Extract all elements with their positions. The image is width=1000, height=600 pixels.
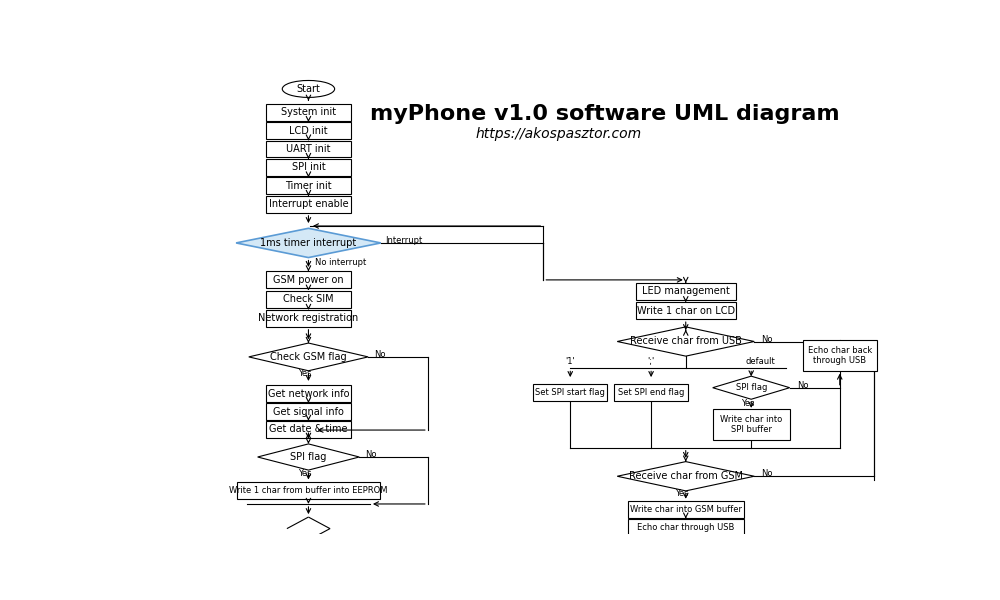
Polygon shape — [617, 327, 754, 356]
Bar — [266, 310, 351, 327]
Text: default: default — [746, 357, 775, 366]
Polygon shape — [617, 461, 754, 491]
Text: No interrupt: No interrupt — [315, 257, 366, 266]
Text: https://akospasztor.com: https://akospasztor.com — [476, 127, 642, 140]
Bar — [266, 385, 351, 403]
Text: LCD init: LCD init — [289, 125, 328, 136]
Text: Network registration: Network registration — [258, 313, 359, 323]
Text: SPI flag: SPI flag — [736, 383, 767, 392]
Text: Interrupt enable: Interrupt enable — [269, 199, 348, 209]
Bar — [628, 518, 744, 536]
Bar — [713, 409, 790, 440]
Text: Write char into
SPI buffer: Write char into SPI buffer — [720, 415, 782, 434]
Text: Get signal info: Get signal info — [273, 407, 344, 416]
Text: System init: System init — [281, 107, 336, 117]
Text: Get network info: Get network info — [268, 389, 349, 399]
Polygon shape — [249, 343, 368, 371]
Bar — [266, 290, 351, 308]
Text: No: No — [761, 335, 773, 344]
Text: Echo char back
through USB: Echo char back through USB — [808, 346, 872, 365]
Bar — [636, 283, 736, 300]
Text: Timer init: Timer init — [285, 181, 332, 191]
Text: UART init: UART init — [286, 144, 331, 154]
Bar — [266, 140, 351, 157]
Text: Set SPI end flag: Set SPI end flag — [618, 388, 684, 397]
Text: No: No — [365, 450, 377, 459]
Bar — [266, 403, 351, 420]
Bar — [628, 501, 744, 518]
Text: Write 1 char on LCD: Write 1 char on LCD — [637, 306, 735, 316]
Text: Get date & time: Get date & time — [269, 424, 348, 434]
Text: Check GSM flag: Check GSM flag — [270, 352, 347, 362]
Text: Receive char from GSM: Receive char from GSM — [629, 471, 743, 481]
Bar — [237, 482, 380, 499]
Bar — [266, 196, 351, 213]
Polygon shape — [258, 444, 359, 470]
Text: Receive char from USB: Receive char from USB — [630, 337, 742, 346]
Bar — [614, 384, 688, 401]
Text: Echo char through USB: Echo char through USB — [637, 523, 734, 532]
Text: Yes: Yes — [741, 400, 754, 409]
Text: Yes: Yes — [298, 469, 311, 478]
Text: Start: Start — [297, 84, 320, 94]
Bar — [266, 421, 351, 438]
Ellipse shape — [282, 80, 335, 97]
Bar — [266, 159, 351, 176]
Text: SPI init: SPI init — [292, 163, 325, 172]
Bar — [636, 302, 736, 319]
Polygon shape — [236, 229, 381, 257]
Text: myPhone v1.0 software UML diagram: myPhone v1.0 software UML diagram — [370, 104, 840, 124]
Text: Write char into GSM buffer: Write char into GSM buffer — [630, 505, 742, 514]
Text: No: No — [797, 381, 809, 390]
Text: GSM power on: GSM power on — [273, 275, 344, 285]
Text: ';': ';' — [647, 357, 655, 366]
Text: No: No — [374, 350, 385, 359]
Bar — [266, 178, 351, 194]
Text: Set SPI start flag: Set SPI start flag — [535, 388, 605, 397]
Text: Interrupt: Interrupt — [385, 236, 423, 245]
Bar — [266, 104, 351, 121]
Text: Yes: Yes — [298, 370, 311, 379]
Text: Yes: Yes — [675, 488, 689, 497]
Text: Check SIM: Check SIM — [283, 294, 334, 304]
Polygon shape — [713, 376, 790, 399]
Bar — [266, 122, 351, 139]
Bar — [533, 384, 607, 401]
Bar — [803, 340, 877, 371]
Text: LED management: LED management — [642, 286, 730, 296]
Text: No: No — [761, 469, 773, 478]
Text: SPI flag: SPI flag — [290, 452, 327, 462]
Text: 1ms timer interrupt: 1ms timer interrupt — [260, 238, 357, 248]
Text: '1': '1' — [565, 357, 575, 366]
Bar — [266, 271, 351, 289]
Text: Write 1 char from buffer into EEPROM: Write 1 char from buffer into EEPROM — [229, 485, 388, 494]
